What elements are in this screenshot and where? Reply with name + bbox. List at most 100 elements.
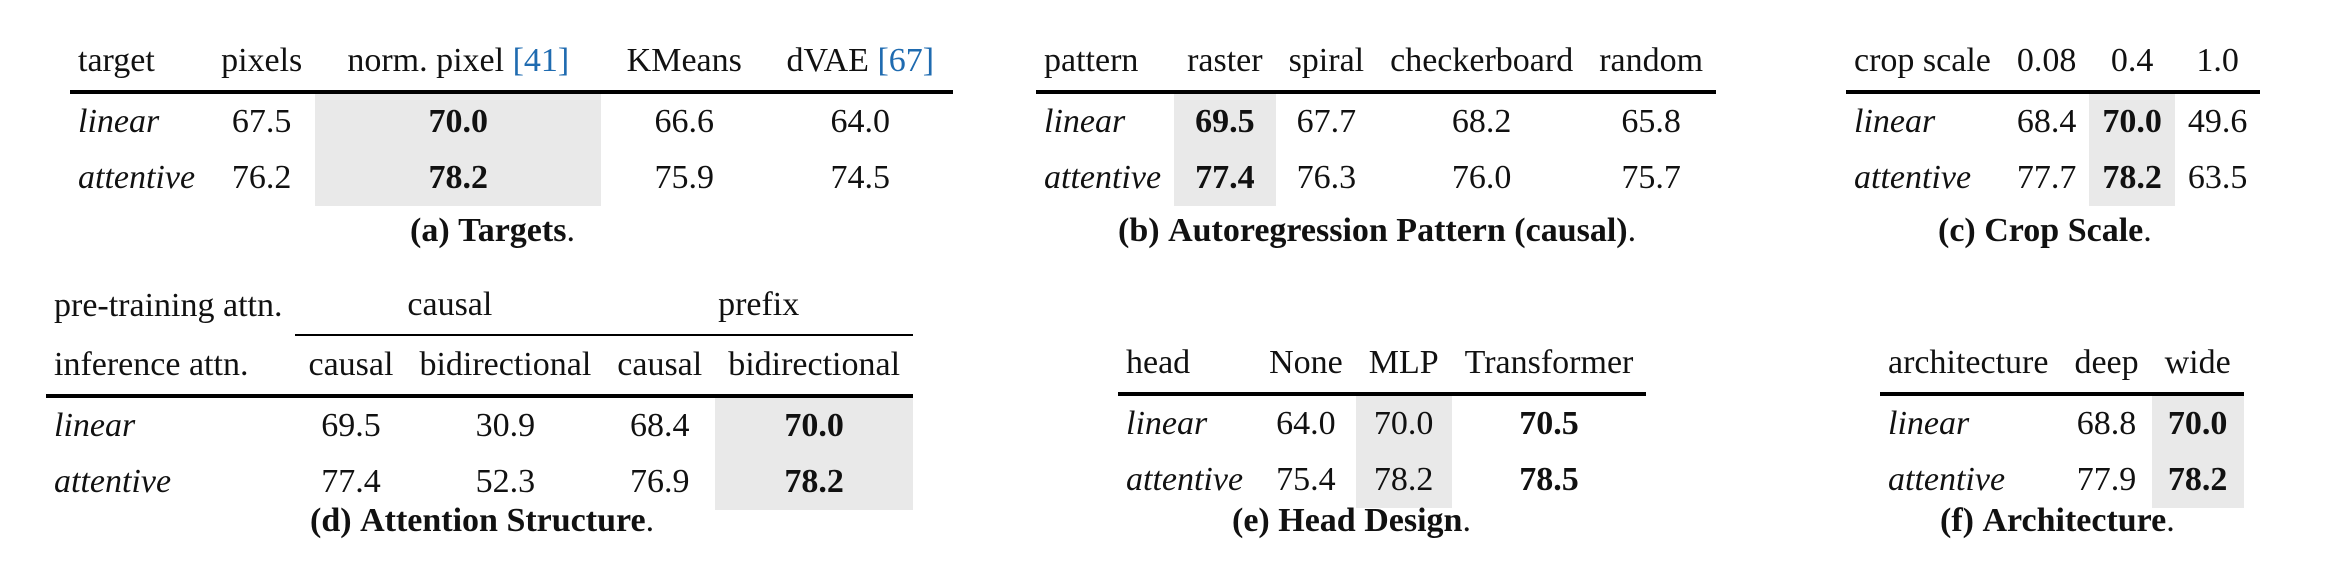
cell-value-best: 78.2: [715, 454, 914, 510]
table-d-attention-structure: pre-training attn. causal prefix inferen…: [46, 276, 914, 510]
caption-a: (a) Targets.: [410, 212, 575, 250]
cell-value-best: 78.5: [1519, 461, 1579, 498]
header-causal: causal: [617, 346, 703, 383]
caption-a-prefix: (a): [410, 212, 450, 249]
cell-value-best: 70.0: [2089, 92, 2175, 150]
header-norm-pixel-label: norm. pixel: [347, 42, 505, 79]
table-header-row: inference attn. causal bidirectional cau…: [46, 335, 914, 396]
table-row: attentive 77.9 78.2: [1880, 452, 2244, 508]
cell-value-best: 70.0: [715, 396, 914, 454]
header-transformer: Transformer: [1464, 344, 1634, 381]
table-row: linear 68.4 70.0 49.6: [1846, 92, 2260, 150]
cell-value: 49.6: [2187, 103, 2248, 140]
group-header-row: pre-training attn. causal prefix: [46, 276, 914, 336]
row-label-attentive: attentive: [1888, 461, 2006, 498]
cell-value: 68.4: [629, 407, 690, 444]
cell-value: 74.5: [830, 159, 891, 196]
row-label-attentive: attentive: [54, 463, 172, 500]
header-pixels: pixels: [221, 42, 303, 79]
header-norm-pixel: norm. pixel [41]: [315, 32, 601, 92]
header-crop-scale: crop scale: [1854, 42, 1991, 79]
header-dvae-label: dVAE: [786, 42, 869, 79]
table-row: attentive 77.7 78.2 63.5: [1846, 150, 2260, 206]
caption-a-suffix: .: [566, 212, 575, 249]
header-raster: raster: [1187, 42, 1263, 79]
attention-table: pre-training attn. causal prefix inferen…: [46, 276, 914, 510]
cell-value-best: 78.2: [2089, 150, 2175, 206]
table-a-targets: target pixels norm. pixel [41] KMeans dV…: [70, 32, 954, 206]
row-label-attentive: attentive: [1044, 159, 1162, 196]
cell-value-best: 70.0: [2151, 394, 2244, 452]
pattern-table: pattern raster spiral checkerboard rando…: [1036, 32, 1717, 206]
cell-value: 68.8: [2076, 405, 2137, 442]
caption-c-title: Crop Scale: [1984, 212, 2144, 249]
caption-c-suffix: .: [2143, 212, 2152, 249]
header-spiral: spiral: [1288, 42, 1365, 79]
row-label-attentive: attentive: [1126, 461, 1244, 498]
cell-value: 68.4: [2016, 103, 2077, 140]
header-1-0: 1.0: [2196, 42, 2239, 79]
cell-value-best: 69.5: [1174, 92, 1276, 150]
caption-f: (f) Architecture.: [1940, 502, 2175, 540]
cell-value: 64.0: [1276, 405, 1336, 442]
table-row: attentive 76.2 78.2 75.9 74.5: [70, 150, 953, 206]
caption-f-title: Architecture: [1982, 502, 2167, 539]
header-0-4: 0.4: [2110, 42, 2154, 79]
header-mlp: MLP: [1368, 344, 1439, 381]
header-random: random: [1599, 42, 1704, 79]
table-header-row: pattern raster spiral checkerboard rando…: [1036, 32, 1717, 92]
table-row: linear 68.8 70.0: [1880, 394, 2244, 452]
cell-value: 63.5: [2187, 159, 2248, 196]
cell-value: 52.3: [475, 463, 536, 500]
table-header-row: head None MLP Transformer: [1118, 334, 1647, 394]
group-prefix: prefix: [604, 276, 914, 336]
row-label-linear: linear: [1044, 103, 1126, 140]
citation-link[interactable]: [41]: [512, 42, 570, 79]
caption-e: (e) Head Design.: [1232, 502, 1471, 540]
header-bidirectional: bidirectional: [419, 346, 592, 383]
table-row: linear 69.5 30.9 68.4 70.0: [46, 396, 914, 454]
cell-value-best: 70.0: [315, 92, 602, 150]
table-row: attentive 77.4 52.3 76.9 78.2: [46, 454, 914, 510]
table-row: linear 64.0 70.0 70.5: [1118, 394, 1646, 452]
table-e-head-design: head None MLP Transformer linear 64.0 70…: [1118, 334, 1647, 508]
cell-value: 75.4: [1276, 461, 1336, 498]
table-row: linear 69.5 67.7 68.2 65.8: [1036, 92, 1716, 150]
cell-value-best: 78.2: [2151, 452, 2244, 508]
cell-value: 77.9: [2076, 461, 2137, 498]
row-label-attentive: attentive: [78, 159, 196, 196]
cell-value: 69.5: [321, 407, 381, 444]
cell-value: 70.0: [1355, 394, 1452, 452]
header-kmeans: KMeans: [626, 42, 742, 79]
head-design-table: head None MLP Transformer linear 64.0 70…: [1118, 334, 1647, 508]
table-c-crop-scale: crop scale 0.08 0.4 1.0 linear 68.4 70.0…: [1846, 32, 2261, 206]
cell-value: 76.0: [1451, 159, 1512, 196]
caption-d-suffix: .: [645, 502, 655, 539]
header-deep: deep: [2074, 344, 2139, 381]
header-wide: wide: [2164, 344, 2231, 381]
caption-d-title: Attention Structure: [360, 502, 646, 539]
row-label-linear: linear: [1854, 103, 1936, 140]
header-bidirectional: bidirectional: [728, 346, 901, 383]
cell-value: 77.7: [2016, 159, 2077, 196]
row-label-linear: linear: [1888, 405, 1970, 442]
cell-value: 76.3: [1296, 159, 1357, 196]
crop-scale-table: crop scale 0.08 0.4 1.0 linear 68.4 70.0…: [1846, 32, 2261, 206]
header-0-08: 0.08: [2016, 42, 2077, 79]
row-label-linear: linear: [1126, 405, 1208, 442]
header-none: None: [1269, 344, 1343, 381]
cell-value: 75.7: [1621, 159, 1681, 196]
architecture-table: architecture deep wide linear 68.8 70.0 …: [1880, 334, 2244, 508]
table-header-row: architecture deep wide: [1880, 334, 2244, 394]
citation-link[interactable]: [67]: [877, 42, 935, 79]
cell-value-best: 78.2: [315, 150, 602, 206]
cell-value-best: 77.4: [1174, 150, 1276, 206]
cell-value: 77.4: [321, 463, 381, 500]
cell-value: 76.9: [629, 463, 690, 500]
cell-value: 67.7: [1296, 103, 1357, 140]
header-checkerboard: checkerboard: [1390, 42, 1574, 79]
cell-value: 78.2: [1355, 452, 1452, 508]
cell-value: 68.2: [1451, 103, 1512, 140]
caption-c-prefix: (c): [1938, 212, 1976, 249]
table-header-row: target pixels norm. pixel [41] KMeans dV…: [70, 32, 954, 92]
